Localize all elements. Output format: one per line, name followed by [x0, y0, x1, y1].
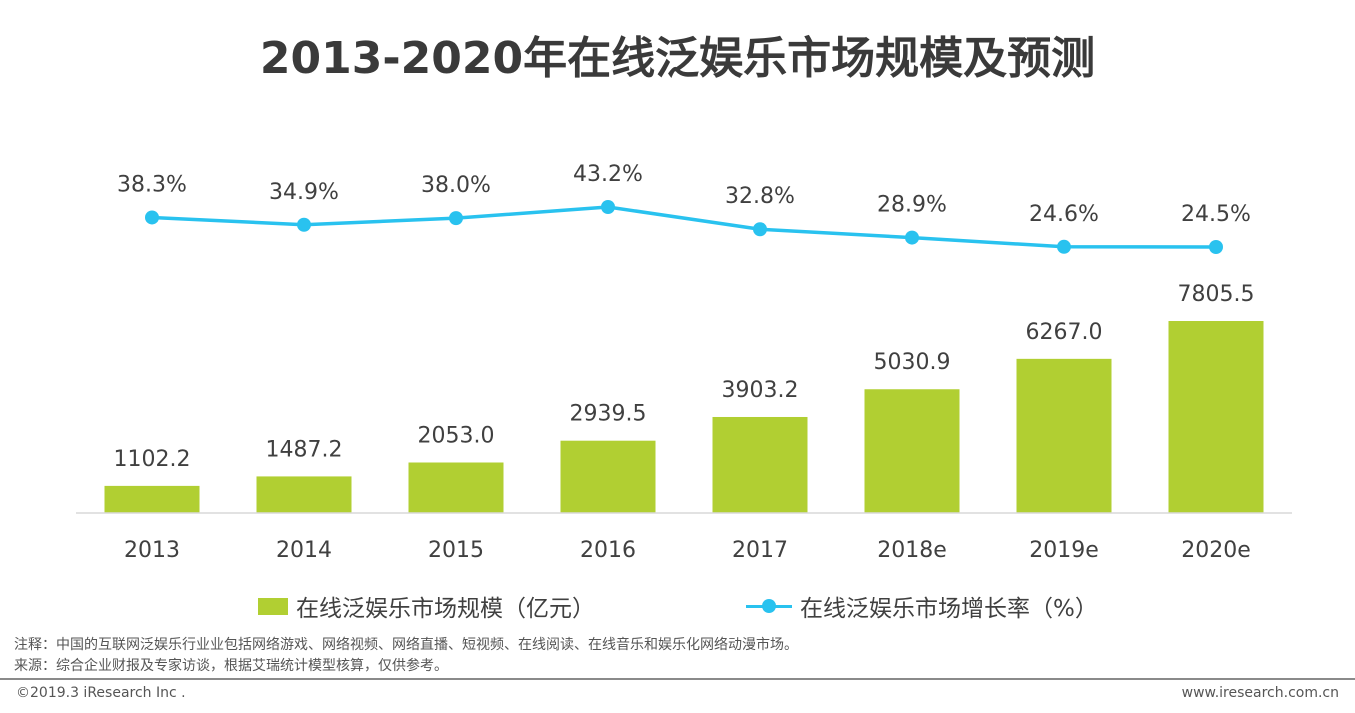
chart-area: 1102.2 1487.2 2053.0 2939.5 3903.2 5030.9 6267… — [76, 162, 1292, 563]
legend-line-swatch — [746, 598, 792, 615]
line-layer: 38.3% 34.9% 38.0% 43.2% 32.8% 28.9% 24.6% 24.5% — [117, 162, 1251, 254]
footer-copyright: ©2019.3 iResearch Inc . — [16, 685, 186, 701]
line-point-2014 — [297, 217, 311, 232]
x-tick-label-2014: 2014 — [276, 538, 332, 563]
bar-2016 — [560, 440, 656, 513]
bar-2013 — [104, 485, 200, 513]
line-value-label-2017: 32.8% — [725, 184, 795, 209]
chart-source: 来源：综合企业财报及专家访谈，根据艾瑞统计模型核算，仅供参考。 — [14, 658, 448, 674]
bar-value-label-2017: 3903.2 — [722, 378, 799, 403]
line-value-label-2014: 34.9% — [269, 180, 339, 205]
line-point-2020e — [1209, 240, 1223, 254]
line-point-2013 — [145, 210, 159, 225]
x-tick-label-2020e: 2020e — [1181, 538, 1251, 563]
chart-note: 注释：中国的互联网泛娱乐行业业包括网络游戏、网络视频、网络直播、短视频、在线阅读… — [14, 637, 798, 653]
bar-2019e — [1016, 358, 1112, 513]
bar-2020e — [1168, 321, 1264, 513]
bar-2015 — [408, 462, 504, 513]
line-point-2019e — [1057, 239, 1071, 254]
line-value-label-2018e: 28.9% — [877, 193, 947, 218]
line-point-2016 — [601, 200, 615, 214]
growth-rate-line — [151, 205, 1217, 249]
line-point-2015 — [449, 211, 463, 226]
x-tick-label-2015: 2015 — [428, 538, 484, 563]
bar-value-label-2015: 2053.0 — [418, 424, 495, 449]
line-value-label-2016: 43.2% — [573, 162, 643, 187]
x-tick-label-2018e: 2018e — [877, 538, 947, 563]
bar-value-label-2018e: 5030.9 — [874, 350, 951, 375]
legend: 在线泛娱乐市场规模（亿元） 在线泛娱乐市场增长率（%） — [0, 590, 1355, 622]
x-tick-label-2019e: 2019e — [1029, 538, 1099, 563]
footer-divider — [0, 678, 1355, 680]
bar-value-label-2013: 1102.2 — [114, 447, 191, 472]
bar-value-label-2019e: 6267.0 — [1026, 320, 1103, 345]
line-value-label-2015: 38.0% — [421, 173, 491, 198]
x-tick-label-2017: 2017 — [732, 538, 788, 563]
legend-bar-label: 在线泛娱乐市场规模（亿元） — [296, 596, 595, 622]
bar-value-label-2020e: 7805.5 — [1178, 282, 1255, 307]
bar-value-label-2014: 1487.2 — [266, 437, 343, 462]
chart-title: 2013-2020年在线泛娱乐市场规模及预测 — [259, 33, 1096, 84]
legend-line-label: 在线泛娱乐市场增长率（%） — [800, 596, 1098, 622]
bar-2017 — [712, 416, 808, 513]
bar-2014 — [256, 476, 352, 513]
line-point-2017 — [753, 222, 767, 237]
line-value-label-2020e: 24.5% — [1181, 202, 1251, 227]
x-tick-labels: 2013 2014 2015 2016 2017 2018e 2019e 2020e — [124, 538, 1251, 563]
legend-item-bar: 在线泛娱乐市场规模（亿元） — [258, 590, 595, 622]
line-point-2018e — [905, 230, 919, 245]
line-value-label-2013: 38.3% — [117, 172, 187, 197]
legend-bar-swatch — [258, 597, 288, 615]
line-value-label-2019e: 24.6% — [1029, 202, 1099, 227]
legend-item-line: 在线泛娱乐市场增长率（%） — [746, 590, 1098, 622]
x-tick-label-2016: 2016 — [580, 538, 636, 563]
footer-website[interactable]: www.iresearch.com.cn — [1181, 685, 1339, 701]
bar-value-label-2016: 2939.5 — [570, 402, 647, 427]
bars-layer: 1102.2 1487.2 2053.0 2939.5 3903.2 5030.9 6267… — [104, 282, 1264, 513]
x-tick-label-2013: 2013 — [124, 538, 180, 563]
bar-2018e — [864, 389, 960, 513]
